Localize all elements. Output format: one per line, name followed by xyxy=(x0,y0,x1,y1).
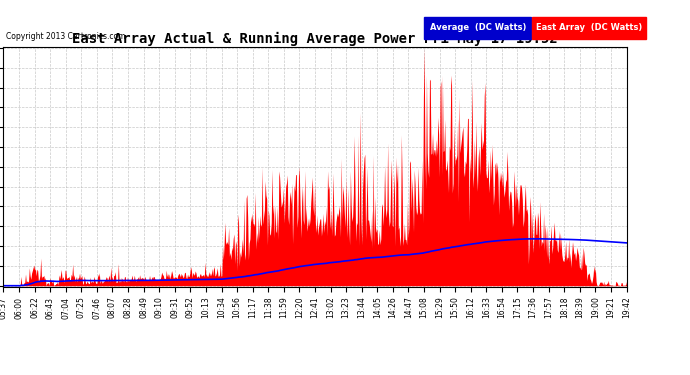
Text: East Array  (DC Watts): East Array (DC Watts) xyxy=(536,23,642,32)
Title: East Array Actual & Running Average Power Fri May 17 19:52: East Array Actual & Running Average Powe… xyxy=(72,32,558,46)
Text: Average  (DC Watts): Average (DC Watts) xyxy=(430,23,526,32)
Text: Copyright 2013 Cartronics.com: Copyright 2013 Cartronics.com xyxy=(6,32,125,41)
